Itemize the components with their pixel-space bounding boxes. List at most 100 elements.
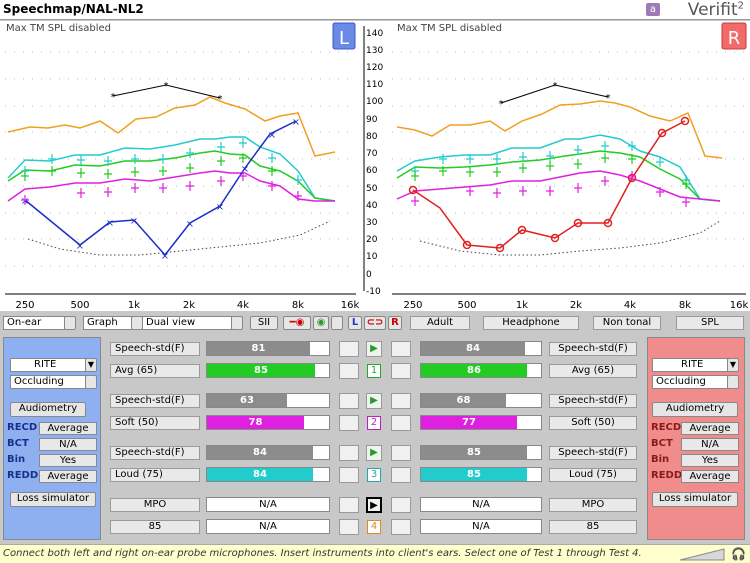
test2-left-stimulus[interactable]: Speech-std(F) — [110, 394, 200, 408]
left-chart-area[interactable] — [2, 24, 358, 292]
right-aided-curve — [412, 120, 686, 249]
graph-select[interactable]: Graph — [83, 316, 133, 330]
svg-text:80: 80 — [366, 132, 378, 142]
test2-left-level[interactable]: Soft (50) — [110, 416, 200, 430]
test2-play-button[interactable]: ▶ — [366, 393, 382, 409]
test4-right-level[interactable]: 85 — [549, 520, 637, 534]
right-recd-value[interactable]: Average — [681, 422, 739, 435]
test2-right-level[interactable]: Soft (50) — [549, 416, 637, 430]
probe-icon[interactable]: ━◉ — [283, 316, 311, 330]
test4-play-button[interactable]: ▶ — [366, 497, 382, 513]
toolbar-spacer-button[interactable] — [331, 316, 343, 330]
left-audiometry-button[interactable]: Audiometry — [10, 402, 86, 417]
view-select-arrow[interactable] — [231, 316, 243, 330]
right-bct-value[interactable]: N/A — [681, 438, 739, 451]
mode-select[interactable]: On-ear — [3, 316, 65, 330]
right-redd-value[interactable]: Average — [681, 470, 739, 483]
test3-right-stimulus[interactable]: Speech-std(F) — [549, 446, 637, 460]
right-audiometry-button[interactable]: Audiometry — [652, 402, 738, 417]
test1-number[interactable]: 1 — [367, 364, 381, 378]
ear-link-icon[interactable]: ⊂⊃ — [364, 316, 386, 330]
speaker-icon[interactable]: ◉ — [313, 316, 329, 330]
headphone-icon[interactable]: 🎧 — [731, 547, 746, 561]
test1-left-curve-icon[interactable] — [339, 363, 359, 379]
right-ucl-markers: * * * — [499, 81, 611, 110]
brand-name: Verifit2 — [687, 0, 744, 20]
svg-text:*: * — [218, 94, 223, 105]
left-style-select[interactable]: RITE — [10, 358, 86, 372]
test4-right-stimulus[interactable]: MPO — [549, 498, 637, 512]
test1-play-button[interactable]: ▶ — [366, 341, 382, 357]
test4-left-grid-icon[interactable] — [339, 497, 359, 513]
test2-right-grid-icon[interactable] — [391, 393, 411, 409]
test3-right-grid-icon[interactable] — [391, 445, 411, 461]
left-loud-curve — [7, 136, 336, 202]
right-loss-sim-button[interactable]: Loss simulator — [652, 492, 738, 507]
test2-right-stimulus[interactable]: Speech-std(F) — [549, 394, 637, 408]
test4-left-stimulus[interactable]: MPO — [110, 498, 200, 512]
test4-left-level[interactable]: 85 — [110, 520, 200, 534]
left-fit-arrow[interactable] — [85, 375, 97, 389]
test2-left-curve-icon[interactable] — [339, 415, 359, 431]
mode-select-arrow[interactable] — [64, 316, 76, 330]
test1-right-stimulus[interactable]: Speech-std(F) — [549, 342, 637, 356]
right-fit-select[interactable]: Occluding — [652, 375, 728, 389]
test3-right-curve-icon[interactable] — [391, 467, 411, 483]
left-redd-value[interactable]: Average — [39, 470, 97, 483]
test3-left-grid-icon[interactable] — [339, 445, 359, 461]
svg-text:40: 40 — [366, 201, 378, 211]
left-ucl-markers: * * * — [111, 81, 223, 105]
test2-right-curve-icon[interactable] — [391, 415, 411, 431]
test1-left-grid-icon[interactable] — [339, 341, 359, 357]
ear-r-button[interactable]: R — [388, 316, 402, 330]
svg-text:×: × — [161, 251, 169, 262]
test4-right-curve-icon[interactable] — [391, 519, 411, 535]
test3-number[interactable]: 3 — [367, 468, 381, 482]
volume-slider[interactable] — [679, 548, 726, 561]
left-loss-sim-button[interactable]: Loss simulator — [10, 492, 96, 507]
sii-button[interactable]: SII — [250, 316, 278, 330]
view-select[interactable]: Dual view — [142, 316, 232, 330]
test1-left-level[interactable]: Avg (65) — [110, 364, 200, 378]
test1-left-bot-bar: 85 — [206, 363, 330, 378]
test4-number[interactable]: 4 — [367, 520, 381, 534]
left-fit-select[interactable]: Occluding — [10, 375, 86, 389]
test2-number[interactable]: 2 — [367, 416, 381, 430]
test1-right-grid-icon[interactable] — [391, 341, 411, 357]
svg-text:130: 130 — [366, 46, 383, 56]
left-recd-label: RECD — [7, 422, 38, 433]
ear-l-button[interactable]: L — [348, 316, 362, 330]
left-bin-value[interactable]: Yes — [39, 454, 97, 467]
test2-left-grid-icon[interactable] — [339, 393, 359, 409]
test1-left-stimulus[interactable]: Speech-std(F) — [110, 342, 200, 356]
left-bct-label: BCT — [7, 438, 29, 449]
test3-play-button[interactable]: ▶ — [366, 445, 382, 461]
brand-logo-icon: a — [646, 3, 660, 16]
test1-right-curve-icon[interactable] — [391, 363, 411, 379]
test3-left-level[interactable]: Loud (75) — [110, 468, 200, 482]
test1-right-top-bar: 84 — [420, 341, 542, 356]
test4-left-curve-icon[interactable] — [339, 519, 359, 535]
left-recd-value[interactable]: Average — [39, 422, 97, 435]
left-ear-badge[interactable]: L — [332, 22, 356, 50]
left-bct-value[interactable]: N/A — [39, 438, 97, 451]
svg-text:*: * — [606, 93, 611, 104]
test3-left-curve-icon[interactable] — [339, 467, 359, 483]
right-ear-badge[interactable]: R — [721, 22, 747, 50]
right-style-select[interactable]: RITE — [652, 358, 728, 372]
right-style-arrow[interactable]: ▼ — [727, 358, 739, 372]
test3-right-level[interactable]: Loud (75) — [549, 468, 637, 482]
test1-right-level[interactable]: Avg (65) — [549, 364, 637, 378]
test4-right-grid-icon[interactable] — [391, 497, 411, 513]
right-soft-curve — [396, 170, 721, 202]
svg-text:*: * — [499, 99, 504, 110]
test3-left-stimulus[interactable]: Speech-std(F) — [110, 446, 200, 460]
right-ucl-curve — [500, 84, 609, 104]
right-bin-value[interactable]: Yes — [681, 454, 739, 467]
right-redd-label: REDD — [651, 470, 683, 481]
left-style-arrow[interactable]: ▼ — [85, 358, 97, 372]
right-chart-area[interactable] — [388, 24, 748, 292]
svg-text:×: × — [292, 117, 300, 128]
left-ear-panel: RITE ▼ Occluding Audiometry RECD Average… — [3, 337, 101, 540]
right-fit-arrow[interactable] — [727, 375, 739, 389]
